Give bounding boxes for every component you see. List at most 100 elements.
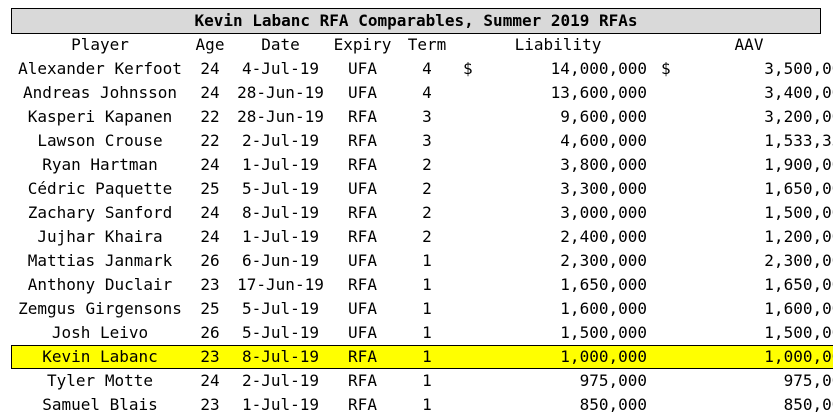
- cell-aav: 1,200,000: [764, 227, 833, 246]
- header-aav-spacer: [653, 33, 687, 57]
- cell-liability-symbol: [459, 249, 487, 273]
- cell-liability: 2,400,000: [560, 227, 647, 246]
- cell-age: 26: [200, 323, 220, 342]
- cell-term: 1: [422, 323, 432, 342]
- cell-term: 1: [422, 395, 432, 414]
- table-title: Kevin Labanc RFA Comparables, Summer 201…: [11, 8, 821, 34]
- cell-date: 5-Jul-19: [241, 323, 320, 342]
- cell-aav-symbol: [653, 345, 687, 369]
- header-age: Age: [195, 35, 225, 54]
- cell-aav: 3,200,000: [764, 107, 833, 126]
- cell-date: 4-Jul-19: [241, 59, 320, 78]
- cell-aav: 1,900,000: [764, 155, 833, 174]
- cell-liability: 1,650,000: [560, 275, 647, 294]
- table-row: Cédric Paquette 25 5-Jul-19 UFA 2 3,300,000 1,…: [11, 177, 833, 201]
- cell-aav-symbol: [653, 105, 687, 129]
- cell-aav: 1,650,000: [764, 179, 833, 198]
- cell-liability-symbol: [459, 129, 487, 153]
- cell-aav-symbol: [653, 153, 687, 177]
- cell-aav-symbol: [653, 177, 687, 201]
- cell-aav-symbol: [653, 393, 687, 417]
- cell-age: 24: [200, 371, 220, 390]
- table-row: Zemgus Girgensons 25 5-Jul-19 UFA 1 1,600,000…: [11, 297, 833, 321]
- cell-player: Anthony Duclair: [27, 275, 173, 294]
- cell-aav-symbol: [653, 249, 687, 273]
- table-row: Andreas Johnsson 24 28-Jun-19 UFA 4 13,600,00…: [11, 81, 833, 105]
- header-term: Term: [407, 35, 447, 54]
- cell-aav-symbol: [653, 129, 687, 153]
- cell-liability: 1,500,000: [560, 323, 647, 342]
- cell-aav: 1,000,000: [687, 345, 833, 369]
- cell-age: 22: [200, 131, 220, 150]
- cell-aav: 3,500,000: [764, 59, 833, 78]
- cell-expiry: UFA: [348, 251, 377, 270]
- cell-age: 24: [200, 155, 220, 174]
- cell-player: Mattias Janmark: [27, 251, 173, 270]
- cell-aav: 3,400,000: [764, 83, 833, 102]
- cell-expiry: RFA: [348, 203, 377, 222]
- cell-date: 1-Jul-19: [241, 227, 320, 246]
- cell-liability-symbol: [459, 81, 487, 105]
- cell-liability: 13,600,000: [550, 83, 647, 102]
- cell-liability: 3,000,000: [560, 203, 647, 222]
- cell-aav-symbol: $: [661, 59, 671, 78]
- cell-liability: 9,600,000: [560, 107, 647, 126]
- table-row: Mattias Janmark 26 6-Jun-19 UFA 1 2,300,000 2,…: [11, 249, 833, 273]
- cell-date: 8-Jul-19: [231, 345, 330, 369]
- cell-expiry: RFA: [348, 155, 377, 174]
- cell-term: 1: [422, 371, 432, 390]
- cell-term: 1: [422, 299, 432, 318]
- cell-aav: 1,500,000: [764, 323, 833, 342]
- table-row: Ryan Hartman 24 1-Jul-19 RFA 2 3,800,000 1,900…: [11, 153, 833, 177]
- header-liability: Liability: [514, 35, 602, 54]
- cell-liability-symbol: [459, 153, 487, 177]
- cell-date: 28-Jun-19: [237, 107, 324, 126]
- cell-aav: 1,500,000: [764, 203, 833, 222]
- cell-date: 2-Jul-19: [241, 371, 320, 390]
- cell-expiry: RFA: [348, 371, 377, 390]
- header-player: Player: [71, 35, 129, 54]
- cell-age: 25: [200, 179, 220, 198]
- cell-aav-symbol: [653, 369, 687, 393]
- table-row: Alexander Kerfoot 24 4-Jul-19 UFA 4 $14,000,0…: [11, 57, 833, 81]
- cell-expiry: RFA: [330, 345, 395, 369]
- table-row: Josh Leivo 26 5-Jul-19 UFA 1 1,500,000 1,500,0…: [11, 321, 833, 345]
- cell-liability-symbol: [459, 369, 487, 393]
- cell-liability: 14,000,000: [550, 59, 647, 78]
- header-expiry: Expiry: [333, 35, 392, 54]
- cell-expiry: RFA: [348, 275, 377, 294]
- cell-aav: 1,533,333: [764, 131, 833, 150]
- cell-player: Tyler Motte: [47, 371, 153, 390]
- cell-player: Kevin Labanc: [11, 345, 189, 369]
- cell-date: 5-Jul-19: [241, 299, 320, 318]
- cell-term: 1: [422, 275, 432, 294]
- cell-term: 2: [422, 179, 432, 198]
- cell-aav-symbol: [653, 273, 687, 297]
- cell-expiry: UFA: [348, 299, 377, 318]
- cell-date: 5-Jul-19: [241, 179, 320, 198]
- cell-date: 1-Jul-19: [241, 155, 320, 174]
- cell-aav-symbol: [653, 201, 687, 225]
- cell-liability-symbol: [459, 297, 487, 321]
- cell-age: 24: [200, 59, 220, 78]
- table-row: Samuel Blais 23 1-Jul-19 RFA 1 850,000 850,000: [11, 393, 833, 417]
- table-body: Alexander Kerfoot 24 4-Jul-19 UFA 4 $14,000,0…: [11, 57, 833, 417]
- cell-age: 23: [200, 395, 220, 414]
- cell-date: 28-Jun-19: [237, 83, 324, 102]
- cell-aav-symbol: [653, 321, 687, 345]
- cell-liability-symbol: [459, 201, 487, 225]
- table-row: Tyler Motte 24 2-Jul-19 RFA 1 975,000 975,000: [11, 369, 833, 393]
- cell-date: 17-Jun-19: [237, 275, 324, 294]
- cell-liability-symbol: [459, 321, 487, 345]
- cell-liability-symbol: [459, 105, 487, 129]
- cell-player: Lawson Crouse: [37, 131, 163, 150]
- header-liability-spacer: [459, 33, 487, 57]
- cell-age: 24: [200, 227, 220, 246]
- cell-aav-symbol: [653, 81, 687, 105]
- cell-player: Josh Leivo: [51, 323, 149, 342]
- cell-expiry: UFA: [348, 179, 377, 198]
- cell-date: 2-Jul-19: [241, 131, 320, 150]
- cell-player: Kasperi Kapanen: [27, 107, 173, 126]
- cell-liability-symbol: [459, 345, 487, 369]
- cell-liability-symbol: [459, 177, 487, 201]
